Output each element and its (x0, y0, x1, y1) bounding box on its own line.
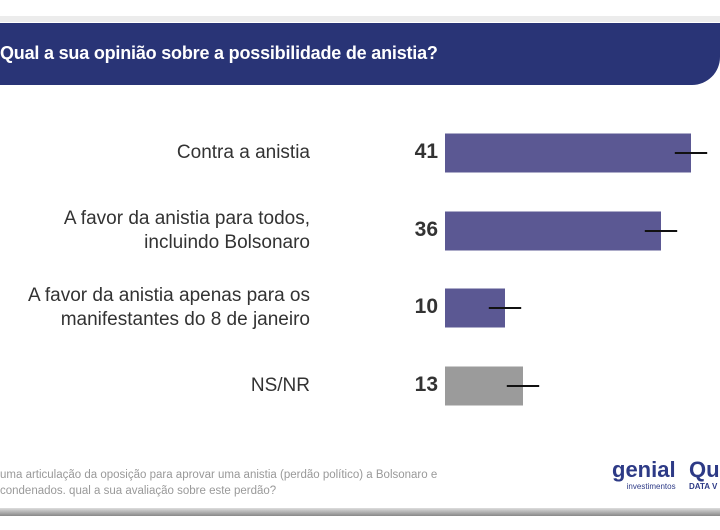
footnote: uma articulação da oposição para aprovar… (0, 467, 437, 499)
bar (445, 133, 691, 173)
top-divider (0, 16, 720, 22)
title-banner: Qual a sua opinião sobre a possibilidade… (0, 23, 720, 85)
value-label: 10 (414, 295, 438, 318)
partner-logo: Qu DATA V (689, 458, 720, 492)
partner-logo-subtext: DATA V (689, 482, 718, 491)
footnote-line: condenados. qual a sua avaliação sobre e… (0, 485, 277, 497)
partner-logo-text: Qu (689, 457, 720, 482)
category-label: A favor da anistia apenas para os manifes… (27, 285, 310, 330)
value-label: 36 (414, 218, 438, 241)
logo-text: genial (612, 457, 676, 482)
category-label: A favor da anistia para todos, incluindo … (63, 208, 310, 253)
bar (445, 211, 661, 251)
bottom-shadow (0, 508, 720, 516)
category-label: NS/NR (250, 375, 310, 396)
footnote-line: uma articulação da oposição para aprovar… (0, 469, 438, 481)
chart-title: Qual a sua opinião sobre a possibilidade… (0, 43, 438, 63)
category-label: Contra a anistia (176, 142, 310, 163)
value-label: 13 (414, 373, 438, 396)
genial-logo: genial investimentos (612, 458, 676, 492)
value-label: 41 (414, 140, 438, 163)
logo-subtext: investimentos (626, 482, 676, 491)
